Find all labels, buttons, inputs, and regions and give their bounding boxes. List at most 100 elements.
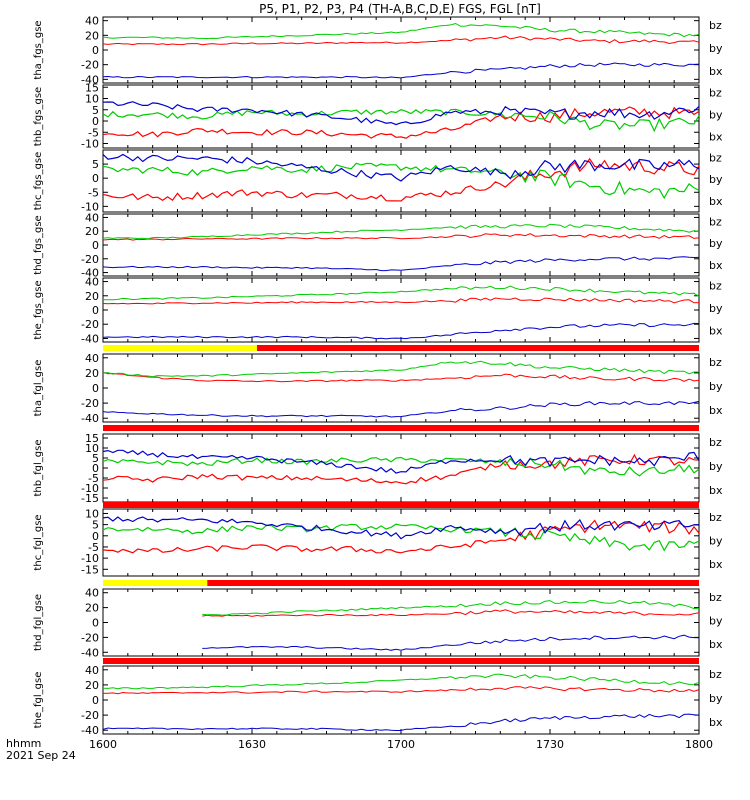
y-tick-label: -20 [81,253,99,266]
legend-bx: bx [709,404,723,417]
y-tick-label: 5 [92,452,99,465]
y-tick-label: 0 [92,617,99,630]
legend-by: by [709,109,723,122]
legend-bx: bx [709,195,723,208]
legend-bz: bz [709,668,722,681]
legend-bx: bx [709,259,723,272]
y-tick-label: 20 [85,367,99,380]
y-axis-label: tha_fgs_gse [33,20,44,79]
series-line-by [102,22,700,40]
time-axis-name: hhmm [6,737,41,750]
x-tick-label: 1630 [238,738,266,751]
legend-bx: bx [709,716,723,729]
legend-bx: bx [709,65,723,78]
legend-by: by [709,380,723,393]
series-line-bx [102,62,700,79]
y-tick-label: 0 [92,304,99,317]
series-line-bz [202,609,700,617]
y-tick-label: -10 [81,200,99,213]
y-tick-label: 20 [85,602,99,615]
y-tick-label: 5 [92,104,99,117]
y-tick-label: -10 [81,482,99,495]
y-tick-label: 40 [85,352,99,365]
y-axis-label: the_fgs_gse [33,280,44,339]
y-tick-label: 10 [85,442,99,455]
mode-bar-segment [103,345,257,351]
y-axis-label: thc_fgs_gse [33,152,44,211]
x-tick-label: 1700 [387,738,415,751]
legend-bz: bz [709,511,722,524]
y-tick-label: -5 [88,186,99,199]
y-tick-label: -40 [81,412,99,425]
panel-frame [102,508,700,577]
mode-bar-segment [207,580,700,586]
legend-bz: bz [709,19,722,32]
x-tick-label: 1800 [685,738,713,751]
y-tick-label: 20 [85,679,99,692]
series-line-bx [102,400,700,418]
series-line-bx [102,322,700,340]
legend-by: by [709,692,723,705]
series-line-bx [102,713,700,731]
y-tick-label: 0 [92,382,99,395]
series-line-by [102,456,700,477]
y-tick-label: -40 [81,73,99,86]
y-tick-label: -40 [81,332,99,345]
y-tick-label: 0 [92,530,99,543]
y-axis-label: thd_fgs_gse [33,215,44,274]
y-tick-label: -10 [81,552,99,565]
panel-frame [102,277,700,343]
series-line-bz [102,453,700,485]
y-tick-label: 40 [85,276,99,289]
y-tick-label: 0 [92,462,99,475]
legend-bz: bz [709,87,722,100]
y-axis-label: the_fgl_gse [33,672,44,729]
y-tick-label: -40 [81,724,99,737]
series-line-by [102,108,700,133]
panel-thd-fgl-gse: 40 20 0-20 -40 thd_fgl_gse bz by bx [33,587,723,660]
series-line-by [102,223,700,240]
legend-bz: bz [709,280,722,293]
legend-bz: bz [709,591,722,604]
y-tick-label: -5 [88,541,99,554]
legend-by: by [709,460,723,473]
y-tick-label: 20 [85,290,99,303]
panel-frame [102,665,700,735]
series-line-bx [202,634,700,651]
y-tick-label: 40 [85,587,99,600]
legend-bx: bx [709,638,723,651]
mode-bar-segment [103,425,699,431]
y-tick-label: 10 [85,93,99,106]
series-line-bx [102,449,700,474]
series-line-by [102,162,700,200]
legend-by: by [709,42,723,55]
series-line-bx [102,256,700,272]
legend-bx: bx [709,324,723,337]
y-tick-label: 20 [85,225,99,238]
legend-by: by [709,302,723,315]
y-tick-label: 10 [85,507,99,520]
y-tick-label: -20 [81,318,99,331]
legend-bz: bz [709,356,722,369]
y-tick-label: 15 [85,432,99,445]
y-tick-label: -15 [81,563,99,576]
y-tick-label: 0 [92,239,99,252]
y-axis-label: thb_fgs_gse [33,87,44,146]
series-line-bx [102,516,700,540]
y-tick-label: 5 [92,158,99,171]
y-tick-label: 5 [92,519,99,532]
y-axis-label: thd_fgl_gse [33,594,44,651]
mode-bar-segment [103,580,208,586]
y-tick-label: 40 [85,15,99,28]
figure-title: P5, P1, P2, P3, P4 (TH-A,B,C,D,E) FGS, F… [259,2,541,16]
y-tick-label: -20 [81,631,99,644]
panel-frame [102,588,700,657]
series-line-bz [102,233,700,241]
y-tick-label: -10 [81,138,99,151]
